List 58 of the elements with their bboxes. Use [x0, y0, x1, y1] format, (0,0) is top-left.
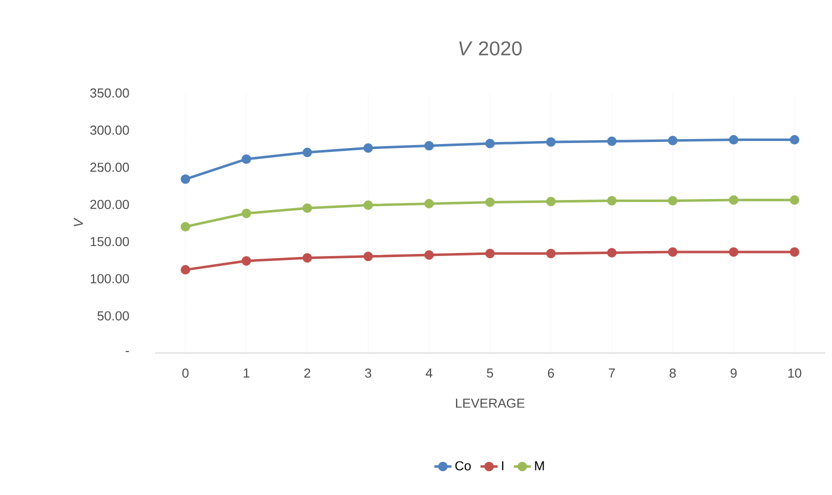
x-tick-label: 1	[244, 368, 250, 378]
point	[728, 135, 738, 145]
point	[607, 136, 617, 146]
legend-label: M	[535, 461, 544, 470]
point	[607, 196, 617, 206]
y-tick-label: 200.00	[90, 200, 129, 210]
x-axis-title: LEVERAGE	[456, 398, 524, 408]
y-tick-label: -	[126, 351, 129, 352]
y-tick-label: 150.00	[90, 236, 129, 246]
point	[302, 203, 312, 213]
x-tick-label: 0	[182, 368, 189, 378]
point	[424, 250, 434, 260]
point	[485, 248, 495, 258]
point	[242, 208, 252, 218]
x-tick-label: 3	[365, 368, 372, 378]
point	[424, 140, 434, 150]
x-tick-label: 10	[788, 368, 802, 378]
point	[668, 196, 678, 206]
point	[668, 136, 678, 146]
legend-label: Co	[455, 461, 471, 470]
y-tick-label: 250.00	[90, 162, 129, 172]
point	[180, 222, 190, 232]
point	[302, 253, 312, 263]
y-tick-label: 350.00	[90, 88, 129, 98]
y-tick-label: 50.00	[97, 311, 129, 320]
point	[302, 148, 312, 158]
point	[242, 154, 252, 164]
point	[607, 248, 617, 258]
point	[424, 198, 434, 208]
point	[363, 252, 373, 262]
y-tick-label: 300.00	[90, 126, 129, 135]
point	[546, 196, 556, 206]
x-tick-label: 8	[670, 368, 676, 378]
point	[180, 265, 190, 275]
point	[546, 248, 556, 258]
point	[180, 174, 190, 184]
x-tick-label: 9	[730, 368, 737, 378]
legend-label: I	[502, 461, 504, 470]
point	[668, 247, 678, 257]
point	[728, 247, 738, 257]
y-tick-label: 100.00	[90, 274, 129, 284]
point	[363, 200, 373, 210]
x-tick-label: 2	[304, 368, 310, 378]
point	[485, 138, 495, 148]
chart-title: V 2020	[459, 41, 522, 56]
x-tick-label: 4	[426, 368, 432, 378]
x-tick-label: 7	[608, 368, 615, 378]
point	[242, 256, 252, 266]
y-axis-title: V	[74, 218, 83, 226]
point	[546, 137, 556, 147]
point	[790, 135, 800, 145]
x-tick-label: 5	[486, 368, 494, 378]
x-tick-label: 6	[548, 368, 554, 378]
point	[790, 195, 800, 205]
point	[790, 247, 800, 257]
point	[485, 197, 495, 207]
point	[728, 195, 738, 205]
point	[363, 143, 373, 153]
